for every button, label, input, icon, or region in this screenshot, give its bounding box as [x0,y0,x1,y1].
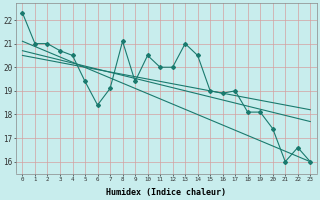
X-axis label: Humidex (Indice chaleur): Humidex (Indice chaleur) [106,188,226,197]
